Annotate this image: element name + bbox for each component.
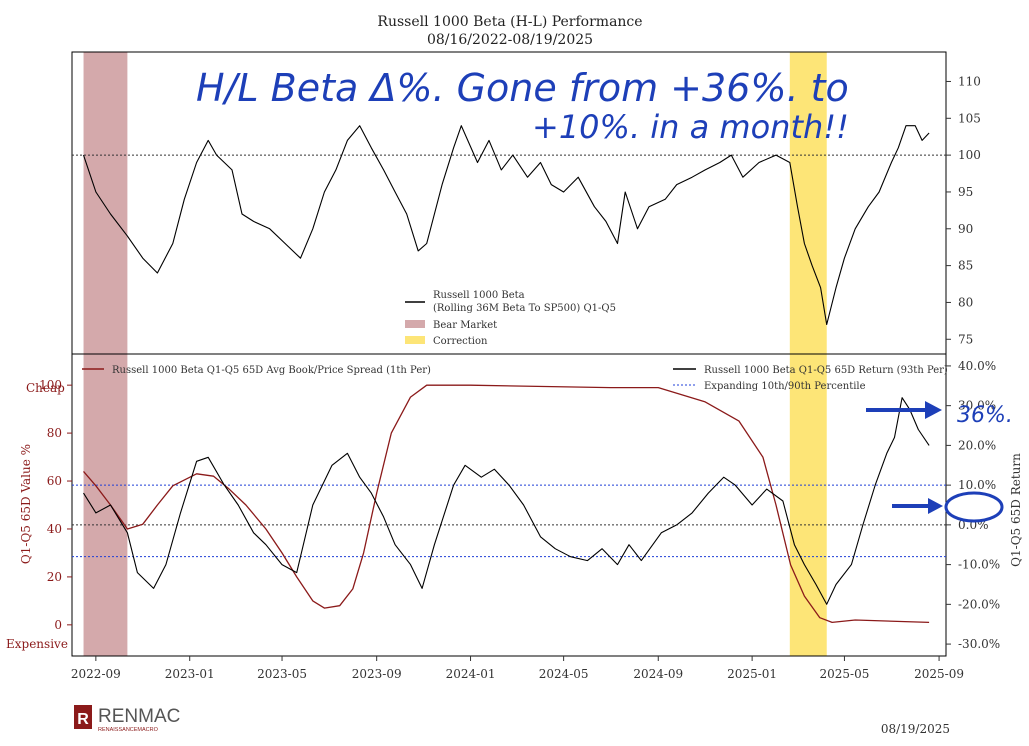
x-axis: 2022-09 2023-01 2023-05 2023-09 2024-01 2024-…	[71, 656, 964, 681]
legend-value-label: Russell 1000 Beta Q1-Q5 65D Avg Book/Pri…	[112, 365, 431, 376]
arrow-to-36-icon	[866, 401, 942, 419]
annotation-line-1: H/L Beta Δ%. Gone from +36%. to	[196, 66, 849, 110]
footer-date: 08/19/2025	[881, 722, 950, 736]
x-tick: 2025-09	[914, 667, 964, 681]
legend-return-label: Russell 1000 Beta Q1-Q5 65D Return (93th…	[704, 365, 948, 376]
legend-bear-swatch	[405, 320, 425, 328]
x-tick: 2022-09	[71, 667, 121, 681]
right-y-tick: 20.0%	[958, 438, 996, 452]
x-tick: 2024-01	[446, 667, 496, 681]
right-y-tick: 30.0%	[958, 399, 996, 413]
top-y-tick: 85	[958, 259, 973, 273]
x-tick: 2023-05	[257, 667, 307, 681]
annotation-line-2: +10%. in a month!!	[532, 108, 849, 146]
right-y-tick: -30.0%	[958, 637, 1000, 651]
top-y-tick: 100	[958, 148, 981, 162]
chart-title: Russell 1000 Beta (H-L) Performance	[377, 14, 642, 30]
x-tick: 2025-05	[820, 667, 870, 681]
renmac-logo: R RENMAC RENAISSANCEMACRO	[74, 705, 180, 733]
circle-10-icon	[944, 491, 1004, 523]
arrow-to-10-icon	[892, 498, 943, 514]
logo-mark-letter: R	[77, 711, 89, 728]
legend-percentile-label: Expanding 10th/90th Percentile	[704, 381, 866, 392]
value-spread-line	[83, 384, 930, 624]
right-axis-label: Q1-Q5 65D Return	[1009, 453, 1023, 567]
left-y-tick: 0	[54, 618, 62, 632]
expensive-label: Expensive	[6, 637, 68, 651]
top-right-axis: 110 105 100 95 90 85 80 75	[946, 74, 981, 346]
cheap-label: Cheap	[26, 381, 65, 395]
top-legend: Russell 1000 Beta (Rolling 36M Beta To S…	[405, 290, 616, 347]
top-series-group	[82, 125, 930, 326]
right-y-tick: 40.0%	[958, 359, 996, 373]
legend-correction-swatch	[405, 336, 425, 344]
top-y-tick: 90	[958, 222, 973, 236]
left-y-tick: 40	[47, 522, 62, 536]
left-axis-label: Q1-Q5 65D Value %	[19, 444, 33, 564]
return-65d-line	[83, 397, 930, 605]
bottom-legend: Russell 1000 Beta Q1-Q5 65D Avg Book/Pri…	[82, 365, 948, 392]
legend-series-label-2: (Rolling 36M Beta To SP500) Q1-Q5	[433, 303, 616, 314]
left-y-tick: 80	[47, 426, 62, 440]
annotation-36: 36%.	[957, 403, 1013, 428]
top-y-tick: 80	[958, 295, 973, 309]
bottom-right-axis: 40.0%30.0%20.0%10.0%0.0%-10.0%-20.0%-30.…	[946, 359, 1000, 651]
left-y-tick: 20	[47, 570, 62, 584]
bottom-series-group	[83, 384, 930, 624]
chart-subtitle: 08/16/2022-08/19/2025	[427, 32, 593, 48]
logo-main: RENMAC	[98, 706, 180, 727]
x-tick: 2024-05	[539, 667, 589, 681]
legend-bear-label: Bear Market	[433, 320, 497, 331]
x-tick: 2025-01	[727, 667, 777, 681]
top-y-tick: 105	[958, 111, 981, 125]
beta-performance-line	[82, 125, 930, 326]
left-y-tick: 60	[47, 474, 62, 488]
top-y-tick: 110	[958, 74, 981, 88]
right-y-tick: -20.0%	[958, 597, 1000, 611]
legend-series-label-1: Russell 1000 Beta	[433, 290, 525, 301]
logo-mark	[74, 705, 92, 729]
top-y-tick: 75	[958, 332, 973, 346]
logo-sub: RENAISSANCEMACRO	[98, 727, 159, 733]
left-y-tick: 100	[39, 378, 62, 392]
top-y-tick: 95	[958, 185, 973, 199]
bottom-left-axis: 100 80 60 40 20 0	[39, 378, 72, 632]
x-tick: 2024-09	[633, 667, 683, 681]
right-y-tick: -10.0%	[958, 558, 1000, 572]
legend-correction-label: Correction	[433, 336, 488, 347]
x-tick: 2023-01	[165, 667, 215, 681]
x-tick: 2023-09	[352, 667, 402, 681]
right-y-tick: 10.0%	[958, 478, 996, 492]
